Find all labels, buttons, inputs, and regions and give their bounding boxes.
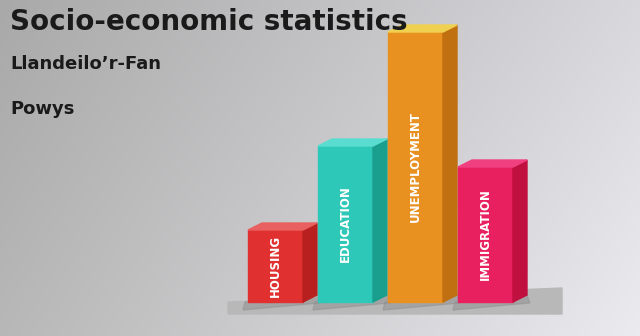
- Polygon shape: [248, 230, 303, 302]
- Polygon shape: [458, 160, 527, 167]
- Polygon shape: [513, 160, 527, 302]
- Polygon shape: [248, 223, 317, 230]
- Text: Llandeilo’r-Fan: Llandeilo’r-Fan: [10, 55, 161, 73]
- Polygon shape: [453, 295, 530, 310]
- Text: Powys: Powys: [10, 100, 74, 118]
- Text: Socio-economic statistics: Socio-economic statistics: [10, 8, 408, 36]
- Polygon shape: [388, 32, 443, 302]
- Text: HOUSING: HOUSING: [269, 235, 282, 297]
- Text: IMMIGRATION: IMMIGRATION: [479, 188, 492, 281]
- Polygon shape: [228, 288, 562, 314]
- Polygon shape: [318, 139, 387, 146]
- Polygon shape: [458, 167, 513, 302]
- Polygon shape: [313, 295, 390, 310]
- Polygon shape: [318, 146, 373, 302]
- Polygon shape: [243, 295, 320, 310]
- Polygon shape: [443, 25, 457, 302]
- Polygon shape: [383, 295, 460, 310]
- Polygon shape: [388, 25, 457, 32]
- Text: EDUCATION: EDUCATION: [339, 185, 352, 262]
- Text: UNEMPLOYMENT: UNEMPLOYMENT: [409, 112, 422, 222]
- Polygon shape: [303, 223, 317, 302]
- Polygon shape: [373, 139, 387, 302]
